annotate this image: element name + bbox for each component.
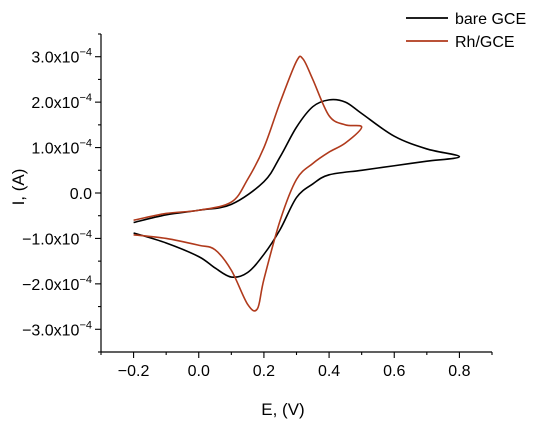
y-tick-label: −1.0x10−4 (22, 228, 92, 248)
y-tick-label: −3.0x10−4 (22, 319, 92, 339)
series-layer (133, 55, 461, 312)
y-tick-mantissa: 2.0x10 (31, 95, 79, 112)
y-tick-mantissa: 3.0x10 (31, 50, 79, 67)
x-tick-label: 0.6 (383, 363, 405, 380)
series-line-rh-gce (133, 55, 363, 312)
y-tick-label: 0.0 (70, 186, 92, 203)
y-axis-title: I, (A) (9, 169, 28, 206)
series-line-bare-gce (133, 98, 461, 279)
y-tick-exponent: −4 (79, 138, 92, 150)
x-tick-label: −0.2 (118, 363, 150, 380)
y-tick-mantissa: −2.0x10 (22, 277, 79, 294)
x-tick-label: 0.4 (318, 363, 340, 380)
legend-label: Rh/GCE (455, 34, 515, 51)
y-tick-exponent: −4 (79, 228, 92, 240)
y-tick-exponent: −4 (79, 274, 92, 286)
y-tick-mantissa: 0.0 (70, 186, 92, 203)
x-axis: −0.2 0.0 0.2 0.4 0.6 0.8 (100, 351, 493, 380)
y-tick-mantissa: −1.0x10 (22, 231, 79, 248)
legend: bare GCE Rh/GCE (406, 11, 526, 51)
legend-label: bare GCE (455, 11, 526, 28)
y-tick-label: 2.0x10−4 (31, 92, 92, 112)
y-tick-mantissa: 1.0x10 (31, 141, 79, 158)
y-axis: −3.0x10−4−2.0x10−4−1.0x10−40.01.0x10−42.… (22, 33, 102, 353)
x-axis-title: E, (V) (261, 400, 304, 419)
x-tick-label: 0.0 (188, 363, 210, 380)
x-tick-label: 0.2 (253, 363, 275, 380)
x-tick-label: 0.8 (448, 363, 470, 380)
y-tick-mantissa: −3.0x10 (22, 322, 79, 339)
y-tick-exponent: −4 (79, 319, 92, 331)
y-tick-label: 1.0x10−4 (31, 138, 92, 158)
y-tick-label: 3.0x10−4 (31, 47, 92, 67)
y-tick-exponent: −4 (79, 92, 92, 104)
y-tick-label: −2.0x10−4 (22, 274, 92, 294)
y-tick-exponent: −4 (79, 47, 92, 59)
